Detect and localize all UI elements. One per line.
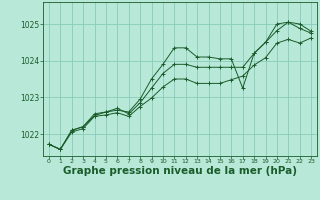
X-axis label: Graphe pression niveau de la mer (hPa): Graphe pression niveau de la mer (hPa) — [63, 166, 297, 176]
